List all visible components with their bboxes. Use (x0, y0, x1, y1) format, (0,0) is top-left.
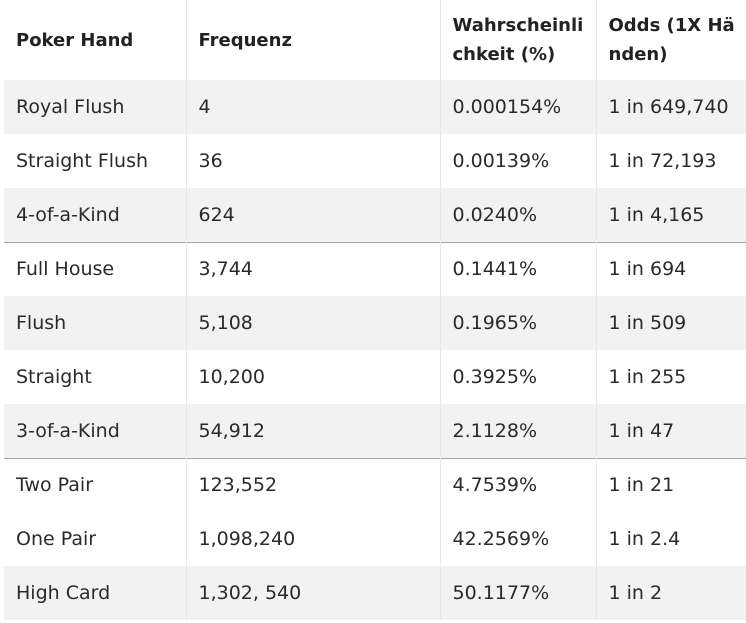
cell-probability: 0.000154% (439, 80, 596, 134)
cell-hand: High Card (4, 566, 186, 620)
table-row: Royal Flush 4 0.000154% 1 in 649,740 (4, 80, 746, 134)
cell-probability: 50.1177% (439, 566, 596, 620)
cell-probability: 42.2569% (439, 512, 596, 566)
cell-hand: 4-of-a-Kind (4, 188, 186, 242)
cell-odds: 1 in 255 (595, 350, 746, 404)
table-body: Royal Flush 4 0.000154% 1 in 649,740 Str… (4, 80, 746, 620)
page-margin (0, 0, 4, 623)
cell-frequency: 3,744 (185, 241, 440, 296)
cell-hand: Full House (4, 241, 186, 296)
table-row: Full House 3,744 0.1441% 1 in 694 (4, 241, 746, 296)
cell-frequency: 1,098,240 (185, 512, 440, 566)
table-row: High Card 1,302, 540 50.1177% 1 in 2 (4, 566, 746, 620)
table-row: Straight Flush 36 0.00139% 1 in 72,193 (4, 134, 746, 188)
cell-odds: 1 in 21 (595, 457, 746, 512)
table-row: One Pair 1,098,240 42.2569% 1 in 2.4 (4, 512, 746, 566)
cell-odds: 1 in 2.4 (595, 512, 746, 566)
cell-odds: 1 in 2 (595, 566, 746, 620)
cell-hand: One Pair (4, 512, 186, 566)
header-frequency: Frequenz (185, 0, 440, 80)
cell-frequency: 36 (185, 134, 440, 188)
table-row: Straight 10,200 0.3925% 1 in 255 (4, 350, 746, 404)
cell-frequency: 624 (185, 188, 440, 242)
table-row: Two Pair 123,552 4.7539% 1 in 21 (4, 457, 746, 512)
cell-hand: Straight (4, 350, 186, 404)
header-row: Poker Hand Frequenz Wahrscheinlichkeit (… (4, 0, 746, 80)
cell-odds: 1 in 47 (595, 404, 746, 458)
poker-hand-odds-table: Poker Hand Frequenz Wahrscheinlichkeit (… (4, 0, 746, 620)
table-row: 4-of-a-Kind 624 0.0240% 1 in 4,165 (4, 188, 746, 242)
cell-probability: 0.00139% (439, 134, 596, 188)
cell-probability: 0.0240% (439, 188, 596, 242)
cell-hand: Two Pair (4, 457, 186, 512)
cell-odds: 1 in 649,740 (595, 80, 746, 134)
cell-frequency: 1,302, 540 (185, 566, 440, 620)
header-poker-hand: Poker Hand (4, 0, 186, 80)
cell-frequency: 4 (185, 80, 440, 134)
table-header: Poker Hand Frequenz Wahrscheinlichkeit (… (4, 0, 746, 80)
cell-frequency: 5,108 (185, 296, 440, 350)
table-row: 3-of-a-Kind 54,912 2.1128% 1 in 47 (4, 404, 746, 458)
cell-odds: 1 in 4,165 (595, 188, 746, 242)
cell-probability: 0.1965% (439, 296, 596, 350)
cell-probability: 4.7539% (439, 457, 596, 512)
cell-odds: 1 in 509 (595, 296, 746, 350)
cell-frequency: 123,552 (185, 457, 440, 512)
cell-hand: Flush (4, 296, 186, 350)
cell-probability: 2.1128% (439, 404, 596, 458)
cell-probability: 0.1441% (439, 241, 596, 296)
cell-frequency: 54,912 (185, 404, 440, 458)
table-row: Flush 5,108 0.1965% 1 in 509 (4, 296, 746, 350)
cell-frequency: 10,200 (185, 350, 440, 404)
cell-hand: Royal Flush (4, 80, 186, 134)
cell-hand: 3-of-a-Kind (4, 404, 186, 458)
cell-probability: 0.3925% (439, 350, 596, 404)
header-odds: Odds (1X Händen) (595, 0, 746, 80)
header-probability: Wahrscheinlichkeit (%) (439, 0, 596, 80)
cell-odds: 1 in 72,193 (595, 134, 746, 188)
cell-odds: 1 in 694 (595, 241, 746, 296)
cell-hand: Straight Flush (4, 134, 186, 188)
